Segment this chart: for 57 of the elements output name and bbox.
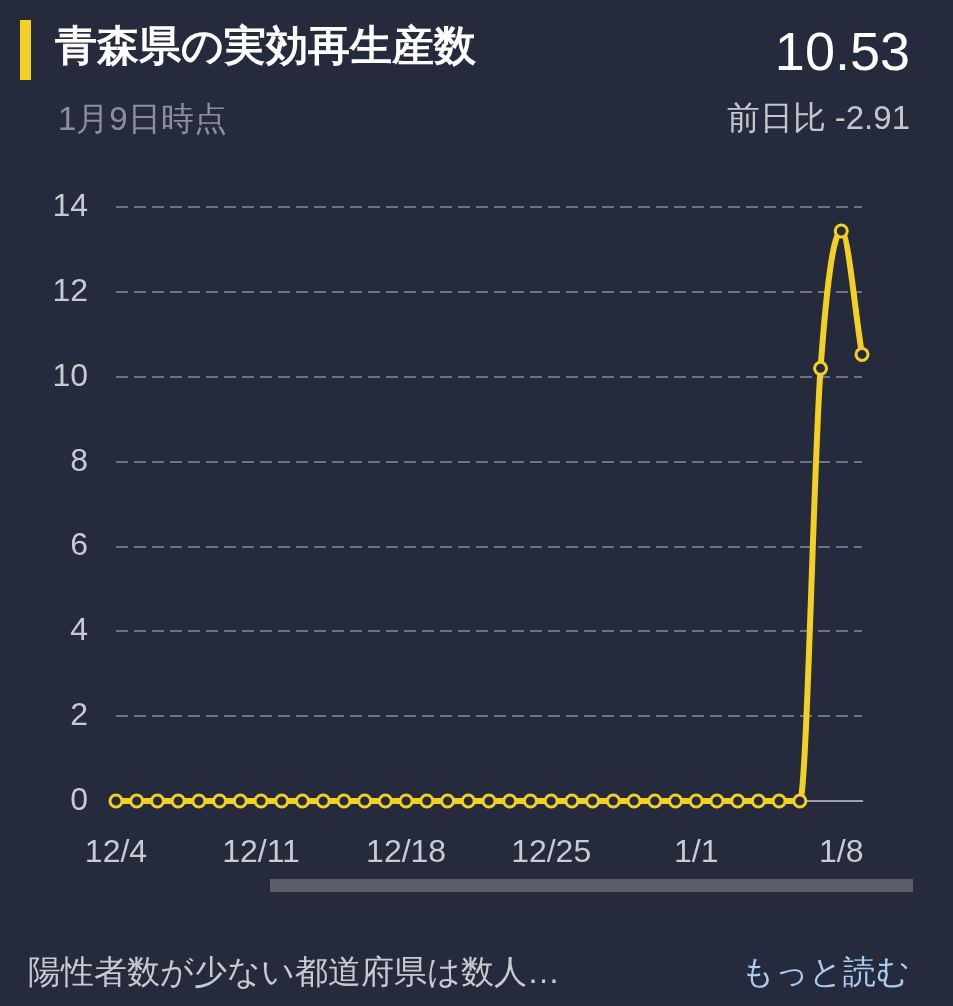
point [460, 793, 476, 809]
point [709, 793, 725, 809]
text: 前日比 -2.91 [726, 99, 910, 137]
point [357, 793, 373, 809]
y-tick-label: 12 [52, 271, 88, 308]
point [440, 793, 456, 809]
point [626, 793, 642, 809]
x-tick-label: 12/11 [222, 833, 300, 870]
chart-subtitle: 1月9日時点 [58, 100, 227, 138]
point [149, 793, 165, 809]
text: もっと読む [741, 953, 910, 991]
point [212, 793, 228, 809]
point [315, 793, 331, 809]
point [295, 793, 310, 809]
point [481, 793, 497, 809]
point [170, 793, 186, 809]
x-tick-label: 1/8 [819, 833, 864, 870]
text: 10.53 [774, 20, 910, 83]
x-tick-label: 12/4 [84, 833, 148, 870]
point [668, 793, 683, 809]
y-tick-label: 0 [70, 780, 88, 817]
point [813, 360, 829, 376]
point [647, 793, 663, 809]
point [854, 346, 870, 362]
point [730, 793, 746, 809]
point [585, 793, 601, 809]
text: 陽性者数が少ない都道府県は数人… [28, 953, 560, 991]
point [336, 793, 352, 809]
y-tick-label: 2 [70, 696, 88, 732]
y-tick-label: 14 [52, 187, 88, 224]
point [833, 223, 849, 239]
point [564, 793, 580, 809]
point [522, 793, 538, 809]
y-tick-label: 4 [70, 611, 88, 648]
x-tick-label: 12/18 [366, 833, 447, 870]
point [377, 793, 393, 809]
point [274, 793, 290, 809]
point [771, 793, 787, 809]
point [129, 793, 145, 809]
point [419, 793, 435, 809]
point [191, 793, 207, 809]
point [792, 793, 808, 809]
point [750, 793, 766, 809]
point [605, 793, 621, 809]
point [543, 793, 559, 809]
point [108, 793, 124, 809]
y-tick-label: 6 [70, 526, 88, 563]
y-tick-label: 8 [70, 441, 88, 478]
point [398, 793, 414, 809]
x-tick-label: 12/25 [511, 833, 592, 870]
x-tick-label: 1/1 [673, 833, 719, 870]
y-tick-label: 10 [52, 356, 88, 393]
point [232, 793, 248, 809]
point [688, 793, 704, 809]
chart-title: 青森県の実効再生産数 [55, 22, 476, 71]
point [502, 793, 518, 809]
point [253, 793, 269, 809]
